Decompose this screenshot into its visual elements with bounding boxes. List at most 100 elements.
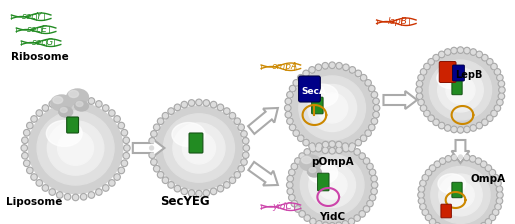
Circle shape (287, 175, 294, 182)
Circle shape (300, 212, 304, 216)
Circle shape (217, 185, 224, 192)
Circle shape (295, 158, 301, 164)
Circle shape (494, 176, 497, 180)
Circle shape (290, 125, 295, 129)
Circle shape (499, 87, 505, 93)
Ellipse shape (431, 166, 490, 224)
Circle shape (286, 99, 290, 103)
Circle shape (365, 130, 371, 136)
Circle shape (121, 160, 128, 166)
Circle shape (294, 81, 298, 85)
Circle shape (360, 75, 367, 81)
Circle shape (424, 63, 430, 70)
Circle shape (50, 102, 54, 106)
Ellipse shape (439, 174, 482, 216)
Circle shape (74, 97, 78, 101)
Circle shape (115, 175, 119, 179)
Circle shape (494, 69, 501, 75)
Circle shape (344, 222, 347, 224)
Circle shape (429, 60, 433, 64)
Circle shape (356, 141, 360, 144)
Circle shape (88, 98, 95, 104)
Circle shape (492, 174, 499, 181)
Circle shape (73, 95, 79, 102)
Circle shape (239, 125, 243, 129)
Circle shape (212, 189, 216, 193)
Ellipse shape (59, 107, 73, 117)
Circle shape (153, 124, 160, 131)
Circle shape (497, 192, 503, 198)
Circle shape (58, 193, 62, 197)
Circle shape (310, 145, 316, 152)
Circle shape (369, 124, 375, 131)
Circle shape (150, 139, 154, 143)
Circle shape (452, 127, 456, 131)
Circle shape (492, 209, 499, 215)
Circle shape (374, 113, 378, 117)
Circle shape (322, 147, 329, 153)
Circle shape (287, 188, 294, 195)
Circle shape (355, 70, 362, 77)
Circle shape (316, 221, 322, 224)
Circle shape (354, 215, 360, 221)
Circle shape (348, 218, 355, 224)
Circle shape (488, 116, 492, 120)
Circle shape (305, 216, 309, 220)
Circle shape (150, 153, 154, 157)
Circle shape (477, 52, 481, 56)
Circle shape (485, 165, 491, 171)
Circle shape (452, 49, 456, 53)
Circle shape (296, 159, 300, 163)
Circle shape (464, 47, 470, 54)
Circle shape (241, 159, 247, 165)
Circle shape (286, 182, 293, 188)
Circle shape (329, 148, 335, 154)
Circle shape (299, 136, 303, 140)
Circle shape (288, 189, 292, 193)
Text: Liposome: Liposome (6, 197, 62, 207)
Circle shape (25, 161, 29, 165)
Ellipse shape (76, 101, 83, 106)
Circle shape (311, 146, 315, 151)
Circle shape (32, 117, 36, 121)
Circle shape (123, 137, 129, 144)
Ellipse shape (163, 114, 234, 182)
Circle shape (369, 85, 375, 92)
Circle shape (151, 131, 157, 137)
Circle shape (190, 101, 194, 105)
Circle shape (373, 98, 379, 105)
Circle shape (169, 183, 173, 187)
Circle shape (234, 172, 241, 178)
Circle shape (370, 87, 374, 90)
Circle shape (373, 105, 380, 111)
Circle shape (421, 181, 425, 185)
Circle shape (420, 199, 423, 203)
Circle shape (50, 190, 54, 194)
Circle shape (488, 60, 492, 64)
Circle shape (337, 143, 341, 147)
Circle shape (417, 88, 421, 92)
Circle shape (356, 71, 360, 75)
Circle shape (458, 155, 462, 159)
Circle shape (230, 114, 234, 118)
Circle shape (452, 155, 456, 159)
Circle shape (154, 125, 159, 129)
Circle shape (243, 152, 249, 158)
Circle shape (451, 47, 457, 54)
Circle shape (123, 153, 129, 159)
Circle shape (124, 154, 128, 158)
Circle shape (497, 187, 502, 191)
Circle shape (315, 64, 321, 71)
Ellipse shape (293, 147, 371, 223)
Circle shape (110, 181, 114, 185)
Circle shape (118, 122, 125, 129)
Circle shape (349, 143, 355, 149)
Circle shape (309, 67, 315, 73)
Ellipse shape (46, 121, 82, 146)
Ellipse shape (51, 95, 73, 111)
Text: OmpA: OmpA (470, 174, 505, 184)
Circle shape (123, 131, 126, 135)
Circle shape (360, 212, 364, 216)
Circle shape (418, 94, 421, 98)
Circle shape (471, 126, 475, 130)
